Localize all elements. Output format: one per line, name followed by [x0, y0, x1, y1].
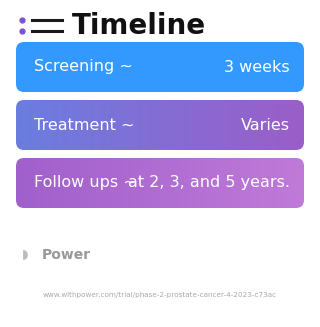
Text: Timeline: Timeline: [72, 11, 206, 40]
Text: Follow ups ~: Follow ups ~: [34, 176, 137, 191]
Text: Treatment ~: Treatment ~: [34, 117, 134, 132]
Text: www.withpower.com/trial/phase-2-prostate-cancer-4-2023-c73ac: www.withpower.com/trial/phase-2-prostate…: [43, 292, 277, 298]
Text: ◗: ◗: [22, 249, 28, 262]
Text: Varies: Varies: [241, 117, 290, 132]
Text: Power: Power: [42, 248, 91, 262]
Text: 3 weeks: 3 weeks: [224, 60, 290, 75]
Text: at 2, 3, and 5 years.: at 2, 3, and 5 years.: [128, 176, 290, 191]
Text: Screening ~: Screening ~: [34, 60, 133, 75]
